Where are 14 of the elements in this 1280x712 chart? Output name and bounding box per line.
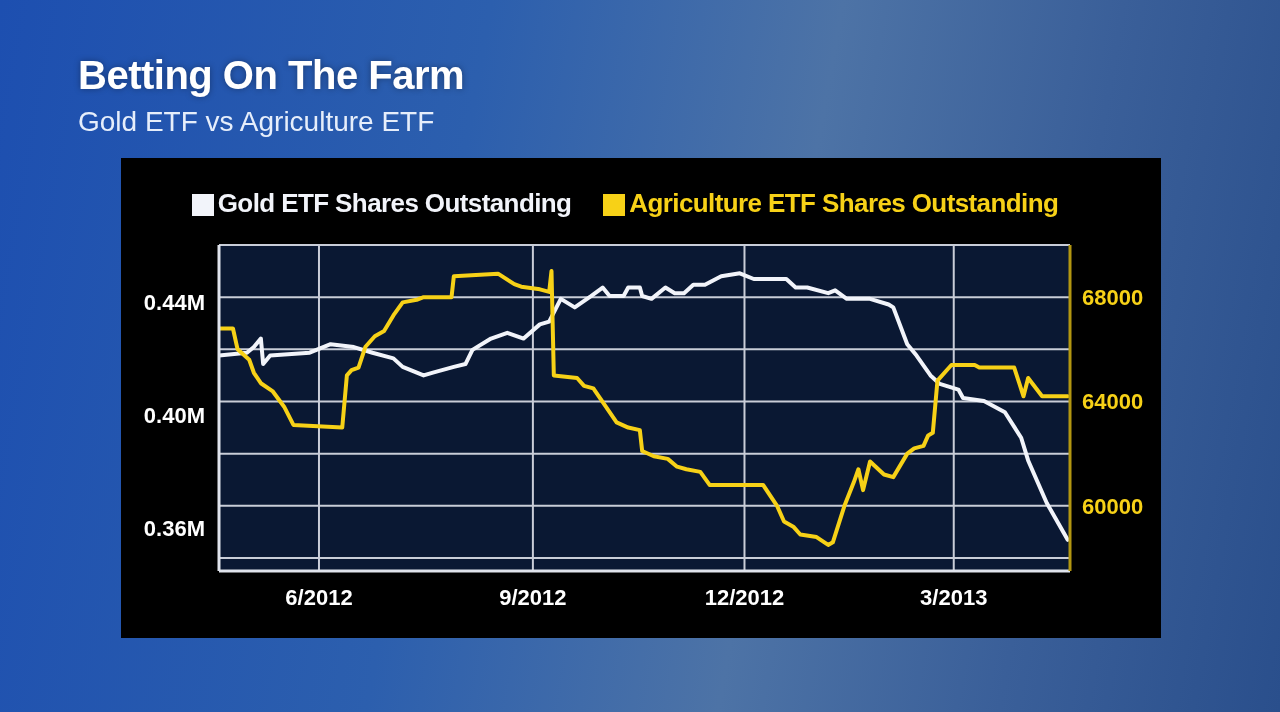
y2-tick-label: 64000 [1082,389,1144,415]
x-tick-label: 12/2012 [704,584,785,610]
chart-subtitle: Gold ETF vs Agriculture ETF [78,106,435,138]
legend-label: Gold ETF Shares Outstanding [217,188,572,218]
y-tick-label: 0.40M [143,402,205,428]
chart-title: Betting On The Farm [78,53,465,98]
y2-tick-label: 68000 [1082,284,1144,310]
x-tick-label: 6/2012 [285,584,353,610]
y-tick-label: 0.44M [143,289,205,315]
y2-tick-label: 60000 [1082,493,1144,519]
y-tick-label: 0.36M [143,516,205,542]
x-tick-label: 9/2012 [499,584,567,610]
x-tick-label: 3/2013 [920,584,988,610]
legend-label: Agriculture ETF Shares Outstanding [629,188,1059,218]
